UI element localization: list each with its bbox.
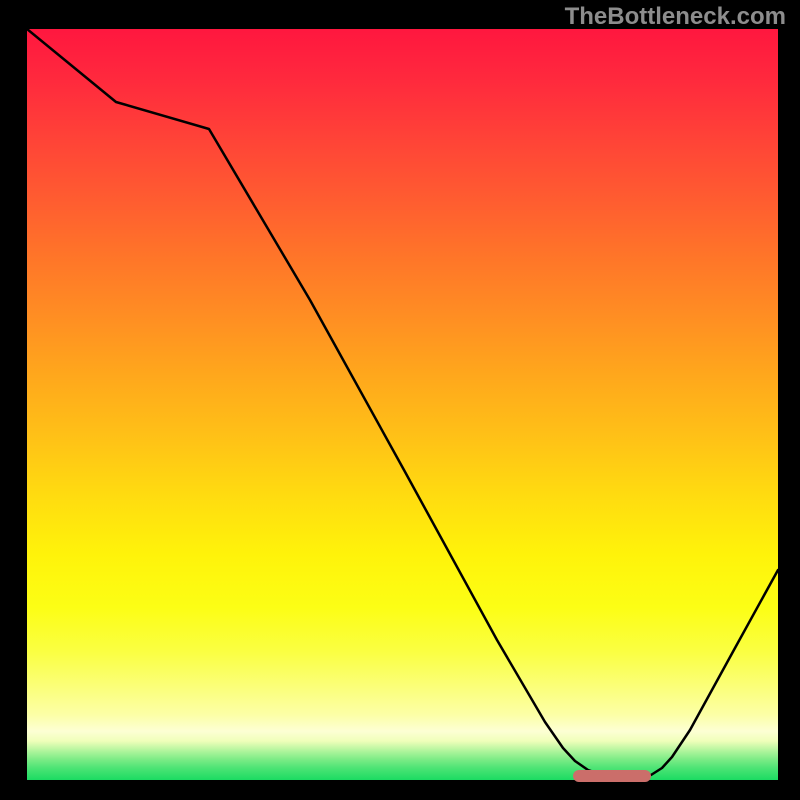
curve-line: [27, 29, 778, 780]
plot-area: [27, 29, 778, 780]
watermark-text: TheBottleneck.com: [565, 3, 786, 31]
highlight-marker: [573, 770, 651, 782]
